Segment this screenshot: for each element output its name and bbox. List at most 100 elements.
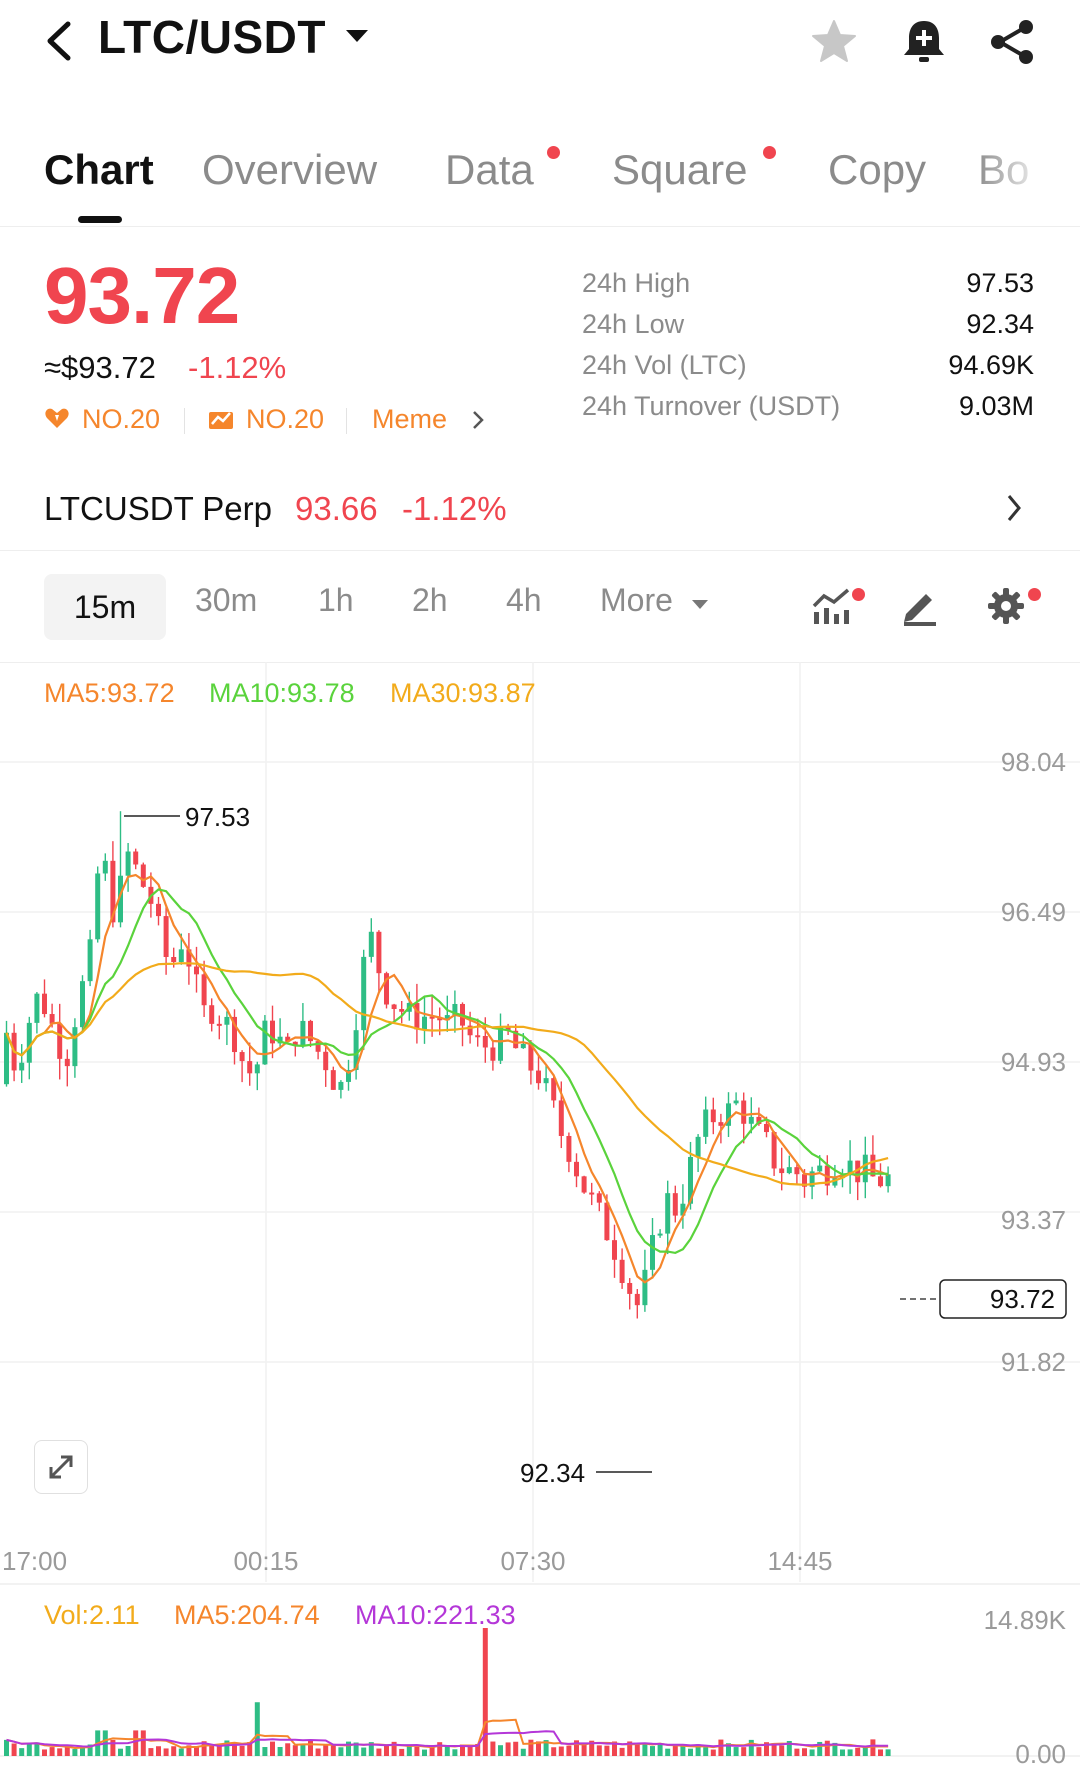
candle <box>399 1000 405 1024</box>
candle <box>125 842 131 892</box>
volume-bar <box>619 1747 625 1756</box>
indicators-icon[interactable] <box>810 584 854 628</box>
volume-bar <box>627 1741 633 1756</box>
tab-overview[interactable]: Overview <box>202 146 378 193</box>
perp-link-row[interactable]: LTCUSDT Perp 93.66 -1.12% <box>0 470 1080 551</box>
meme-tag[interactable]: Meme <box>372 404 448 434</box>
interval-2h[interactable]: 2h <box>412 582 448 618</box>
perp-change: -1.12% <box>402 490 507 527</box>
volume-bar <box>634 1743 640 1756</box>
tab-copy[interactable]: Copy <box>828 146 927 193</box>
candle <box>627 1278 633 1310</box>
volume-bar <box>148 1748 154 1756</box>
candle <box>239 1050 245 1083</box>
gainers-rank-badge[interactable]: NO.20 <box>246 404 325 434</box>
settings-gear-icon[interactable] <box>984 584 1028 628</box>
volume-bar <box>308 1740 313 1756</box>
candle <box>672 1185 678 1223</box>
candle <box>490 1039 496 1071</box>
candle <box>452 990 458 1033</box>
candle <box>300 1003 306 1049</box>
active-tab-indicator <box>78 216 122 223</box>
candle <box>376 930 382 992</box>
pair-title[interactable]: LTC/USDT <box>98 11 327 63</box>
pair-dropdown-icon[interactable] <box>346 30 368 42</box>
volume-bar <box>232 1742 237 1756</box>
low-marker-label: 92.34 <box>520 1458 585 1488</box>
volume-bar <box>11 1743 17 1756</box>
interval-more[interactable]: More <box>600 582 673 618</box>
perp-name: LTCUSDT Perp <box>44 490 273 527</box>
y-tick-label: 94.93 <box>1001 1047 1066 1077</box>
volume-bar <box>460 1744 465 1756</box>
ma-lines <box>5 873 889 1284</box>
candle <box>277 1018 283 1049</box>
volume-bar <box>80 1746 85 1756</box>
candle <box>384 971 389 1009</box>
candle <box>102 853 108 881</box>
candle <box>862 1136 868 1199</box>
volume-bar <box>429 1744 435 1756</box>
volume-bar <box>178 1748 184 1756</box>
share-icon[interactable] <box>986 16 1038 68</box>
interval-1h[interactable]: 1h <box>318 582 354 618</box>
tab-square[interactable]: Square <box>612 146 748 193</box>
tab-data[interactable]: Data <box>445 146 534 193</box>
volume-bar <box>657 1743 663 1756</box>
candle <box>87 929 93 987</box>
volume-bar <box>194 1746 199 1756</box>
candle <box>156 896 161 926</box>
candle <box>847 1140 853 1194</box>
volume-bar <box>840 1749 845 1756</box>
candle <box>368 918 374 963</box>
volume-bar <box>498 1745 503 1756</box>
candlestick-chart[interactable]: 98.04 96.49 94.93 93.37 91.82 14.89K 0.00 17:0… <box>0 662 1080 1765</box>
back-arrow-icon[interactable] <box>40 18 80 64</box>
volume-bar <box>786 1740 792 1756</box>
volume-bar <box>125 1745 131 1756</box>
volume-bar <box>710 1749 716 1756</box>
stat-24h-low-label: 24h Low <box>582 309 685 339</box>
x-tick-label: 00:15 <box>233 1546 298 1576</box>
candle <box>64 1049 70 1087</box>
candle <box>748 1097 754 1134</box>
volume-bar <box>254 1702 260 1756</box>
y-axis-ticks: 98.04 96.49 94.93 93.37 91.82 14.89K 0.00 <box>984 747 1067 1765</box>
candle <box>543 1065 549 1092</box>
volume-bar <box>239 1745 245 1756</box>
candle <box>634 1289 640 1319</box>
draw-pen-icon[interactable] <box>898 584 942 628</box>
x-tick-label: 07:30 <box>500 1546 565 1576</box>
hot-rank-badge[interactable]: NO.20 <box>82 404 161 434</box>
candle <box>414 983 420 1044</box>
volume-bar <box>353 1742 359 1756</box>
volume-bar <box>87 1744 93 1756</box>
volume-bar <box>551 1747 557 1756</box>
candle <box>338 1080 344 1099</box>
bell-add-icon[interactable] <box>898 16 950 68</box>
top-bar: LTC/USDT <box>0 0 1080 90</box>
candle <box>551 1074 557 1108</box>
fullscreen-expand-button[interactable] <box>34 1440 88 1494</box>
interval-4h[interactable]: 4h <box>506 582 542 618</box>
interval-toolbar: 15m 30m 1h 2h 4h More <box>0 552 1080 663</box>
interval-30m[interactable]: 30m <box>195 582 258 618</box>
interval-15m[interactable]: 15m <box>44 574 166 640</box>
chevron-right-icon[interactable] <box>470 408 486 432</box>
candle <box>665 1180 671 1255</box>
candle <box>726 1092 731 1138</box>
tab-chart[interactable]: Chart <box>44 146 154 193</box>
volume-bar <box>368 1742 374 1756</box>
volume-bar <box>482 1628 488 1756</box>
more-dropdown-icon[interactable] <box>692 600 708 609</box>
candle <box>34 992 40 1034</box>
candle <box>4 1020 9 1087</box>
volume-bar <box>110 1739 116 1756</box>
star-icon[interactable] <box>808 16 860 68</box>
volume-bar <box>201 1741 207 1756</box>
y-tick-label: 93.37 <box>1001 1205 1066 1235</box>
last-price-box <box>939 1279 1067 1319</box>
candle <box>809 1166 815 1200</box>
volume-bar <box>604 1745 610 1756</box>
chevron-right-icon[interactable] <box>1004 490 1024 526</box>
